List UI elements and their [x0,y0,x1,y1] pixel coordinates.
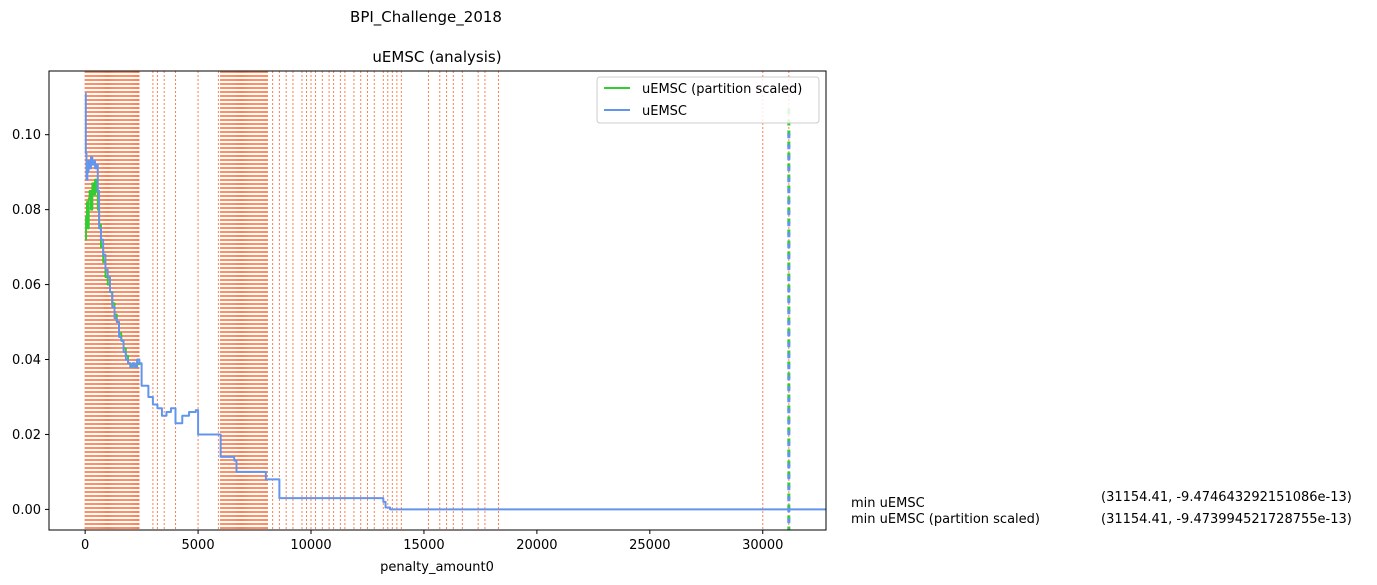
annotation-value-min-partition-scaled: (31154.41, -9.473994521728755e-13) [1101,512,1352,527]
annotation-label-min-partition-scaled: min uEMSC (partition scaled) [851,512,1040,527]
legend: uEMSC (partition scaled) uEMSC [596,76,820,124]
y-tick-label: 0.02 [12,428,41,443]
annotation-value-min-uemsc: (31154.41, -9.474643292151086e-13) [1101,490,1352,505]
series-line-uemsc [84,92,826,511]
chart-suptitle: BPI_Challenge_2018 [350,8,502,27]
y-tick-label: 0.04 [12,353,41,368]
plot-frame [48,70,827,531]
annotation-label-min-uemsc: min uEMSC [851,496,925,511]
y-tick-label: 0.10 [12,128,41,143]
y-tick-label: 0.08 [12,203,41,218]
vertical-lines [84,71,790,530]
y-axis-ticks: 0.00 0.02 0.04 0.06 0.08 0.10 [12,128,49,518]
legend-entry-uemsc: uEMSC [642,104,687,119]
x-tick-label: 10000 [290,538,331,553]
x-axis-ticks: 0 5000 10000 15000 20000 25000 30000 [81,530,783,553]
x-tick-label: 20000 [516,538,557,553]
series-lines [84,92,826,511]
y-tick-label: 0.06 [12,278,41,293]
legend-entry-partition-scaled: uEMSC (partition scaled) [642,82,802,97]
y-tick-label: 0.00 [12,503,41,518]
x-tick-label: 0 [81,538,89,553]
min-annotations: min uEMSC (31154.41, -9.474643292151086e… [851,490,1352,527]
x-tick-label: 30000 [742,538,783,553]
x-axis-label: penalty_amount0 [380,560,494,575]
legend-box [596,76,820,124]
x-tick-label: 15000 [403,538,444,553]
x-tick-label: 25000 [629,538,670,553]
chart-title: uEMSC (analysis) [372,48,501,66]
x-tick-label: 5000 [182,538,215,553]
